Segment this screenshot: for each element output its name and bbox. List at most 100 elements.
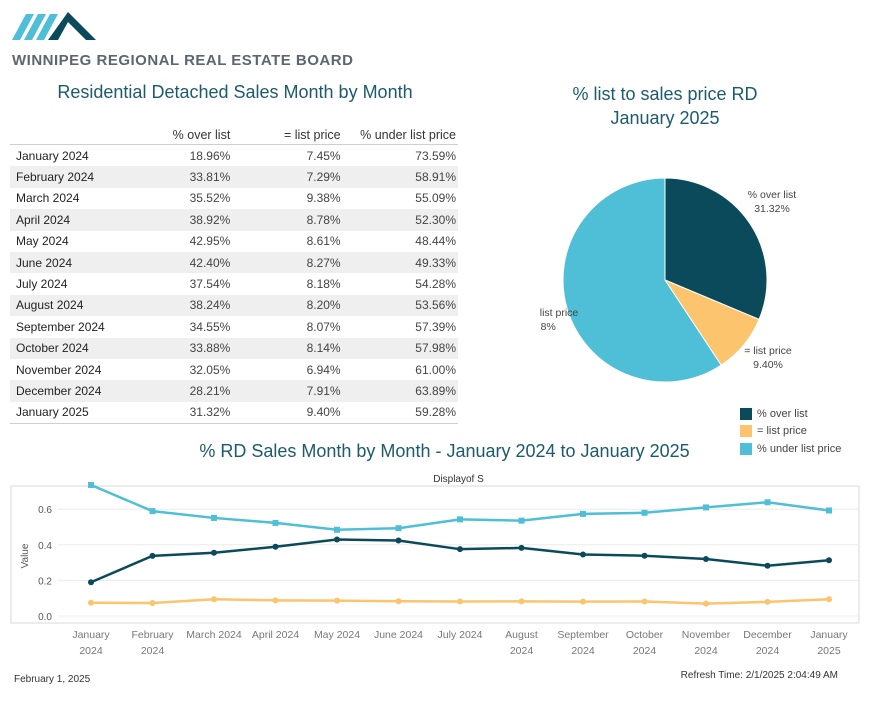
table-row: February 2024 33.81% 7.29% 58.91%	[10, 166, 458, 188]
data-point[interactable]	[457, 516, 463, 523]
row-over: 33.81%	[140, 166, 233, 188]
table-title: Residential Detached Sales Month by Mont…	[57, 82, 413, 102]
x-tick-label: June 2024	[374, 629, 423, 641]
x-tick-label: October 2024	[626, 629, 664, 657]
data-point[interactable]	[88, 482, 94, 489]
row-under: 58.91%	[342, 166, 458, 188]
row-over: 18.96%	[189, 148, 231, 163]
row-equal: 8.78%	[232, 209, 343, 231]
data-point[interactable]	[272, 597, 279, 604]
pie-slice-over[interactable]	[664, 177, 768, 321]
column-header-over: % over list	[140, 127, 233, 145]
data-point[interactable]	[395, 525, 402, 532]
legend-item-over[interactable]: % over list	[740, 405, 841, 423]
row-month: March 2024	[16, 191, 80, 206]
data-point[interactable]	[764, 499, 771, 506]
row-equal: 9.38%	[306, 191, 341, 206]
table-row: September 2024 34.55% 8.07% 57.39%	[10, 316, 458, 337]
data-point[interactable]	[334, 597, 340, 604]
data-point[interactable]	[272, 543, 279, 550]
data-point[interactable]	[334, 536, 340, 543]
table-row: July 2024 37.54% 8.18% 54.28%	[10, 273, 458, 294]
data-point[interactable]	[518, 598, 525, 605]
row-under: 73.59%	[415, 148, 456, 163]
row-month: April 2024	[10, 209, 141, 231]
pie-legend: % over list = list price % under list pr…	[740, 405, 841, 458]
data-point[interactable]	[457, 546, 463, 553]
data-point[interactable]	[580, 551, 586, 558]
legend-swatch-equal	[740, 425, 752, 438]
row-over: 28.21%	[140, 380, 233, 402]
data-point[interactable]	[580, 598, 586, 605]
table-row: August 2024 38.24% 8.20% 53.56%	[10, 294, 458, 317]
data-point[interactable]	[88, 599, 94, 606]
row-under: 63.89%	[342, 380, 458, 402]
row-over: 34.55%	[189, 319, 231, 334]
data-point[interactable]	[580, 510, 586, 517]
data-point[interactable]	[703, 555, 709, 562]
row-equal: 8.07%	[306, 319, 341, 334]
x-tick-label: November 2024	[682, 629, 731, 657]
y-tick-label: 0.6	[38, 505, 52, 516]
data-point[interactable]	[518, 517, 525, 524]
pie-label-equal: = list price 9.40%	[744, 345, 792, 371]
row-month: January 2025	[10, 401, 141, 425]
row-month: June 2024	[10, 251, 141, 274]
data-point[interactable]	[149, 600, 156, 607]
legend-label-equal: = list price	[757, 425, 807, 438]
table-row: November 2024 32.05% 6.94% 61.00%	[10, 359, 458, 380]
data-point[interactable]	[395, 598, 402, 605]
data-point[interactable]	[641, 509, 648, 516]
data-point[interactable]	[703, 504, 709, 511]
data-point[interactable]	[395, 537, 402, 544]
table-row: April 2024 38.92% 8.78% 52.30%	[10, 209, 458, 231]
table-row: January 2024 18.96% 7.45% 73.59%	[10, 145, 458, 167]
data-point[interactable]	[149, 552, 156, 559]
footer-date: February 1, 2025	[14, 674, 91, 685]
data-point[interactable]	[211, 514, 217, 521]
row-month: August 2024	[10, 294, 141, 317]
data-point[interactable]	[334, 526, 340, 533]
series-line-over[interactable]	[90, 538, 830, 584]
logo-mark-icon	[12, 12, 96, 40]
row-over: 32.05%	[189, 362, 231, 377]
data-point[interactable]	[457, 598, 463, 605]
plot-frame	[10, 485, 860, 624]
brand-name: WINNIPEG REGIONAL REAL ESTATE BOARD	[12, 52, 354, 69]
series-line-under[interactable]	[90, 483, 830, 532]
row-over: 35.52%	[189, 191, 231, 206]
row-under: 49.33%	[342, 251, 458, 274]
x-tick-label: August 2024	[505, 629, 538, 657]
column-header-equal: = list price	[232, 127, 343, 145]
y-tick-label: 0.4	[38, 541, 52, 552]
table-row: December 2024 28.21% 7.91% 63.89%	[10, 380, 458, 402]
row-under: 57.39%	[415, 319, 456, 334]
row-equal: 8.27%	[232, 251, 343, 274]
data-point[interactable]	[211, 549, 217, 556]
data-point[interactable]	[764, 598, 771, 605]
row-month: January 2024	[16, 148, 89, 163]
x-tick-label: January 2024	[72, 629, 110, 657]
data-point[interactable]	[272, 519, 279, 526]
pie-slice-under[interactable]	[562, 177, 722, 383]
pie-title-line2: January 2025	[610, 108, 720, 128]
data-point[interactable]	[826, 557, 832, 564]
data-point[interactable]	[641, 598, 648, 605]
row-under: 53.56%	[342, 294, 458, 317]
table-body: January 2024 18.96% 7.45% 73.59% February 20…	[10, 145, 458, 425]
data-point[interactable]	[518, 544, 525, 551]
data-point[interactable]	[149, 508, 156, 515]
data-point[interactable]	[826, 596, 832, 603]
data-point[interactable]	[641, 552, 648, 559]
line-chart: Displayof S 0.0 0.2 0.4 0.6 Value January 2024 F…	[10, 474, 860, 657]
legend-item-equal[interactable]: = list price	[740, 423, 841, 441]
data-point[interactable]	[88, 579, 94, 586]
data-point[interactable]	[703, 600, 709, 607]
x-tick-label: July 2024	[438, 629, 483, 641]
data-point[interactable]	[211, 596, 217, 603]
column-header-under: % under list price	[342, 127, 458, 145]
legend-item-under[interactable]: % under list price	[740, 440, 841, 458]
data-point[interactable]	[826, 507, 832, 514]
data-point[interactable]	[764, 562, 771, 569]
